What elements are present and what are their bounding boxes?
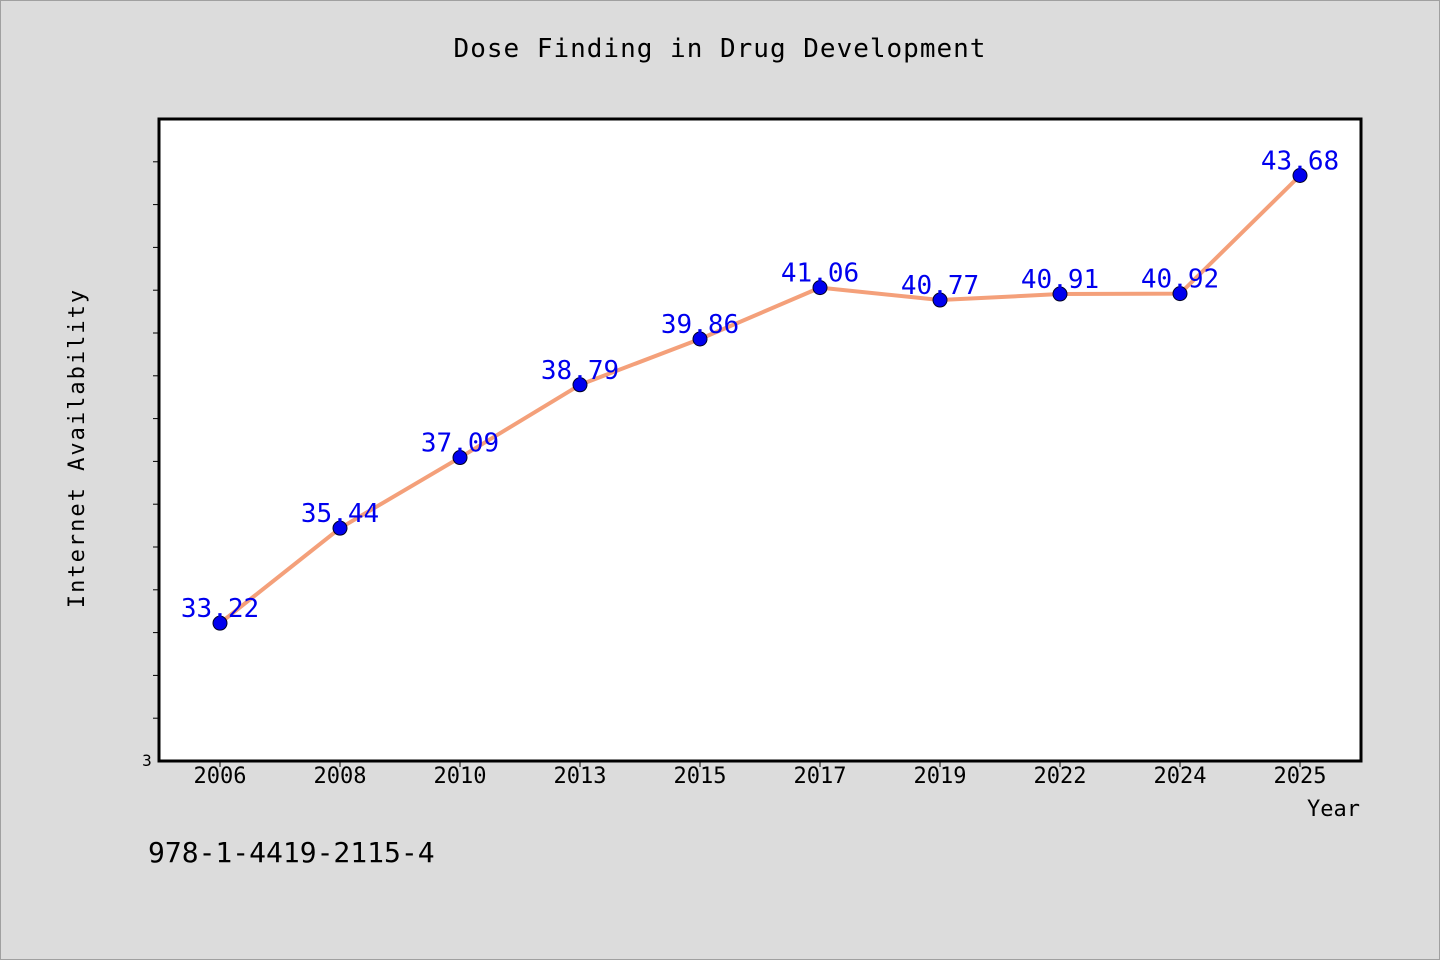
data-label: 43.68 — [1261, 146, 1339, 176]
x-tick-label: 2006 — [194, 764, 247, 789]
y-axis-ticks — [153, 161, 159, 719]
x-tick-label: 2010 — [434, 764, 487, 789]
data-point — [452, 450, 468, 466]
x-tick-label: 2015 — [674, 764, 727, 789]
plot-area — [157, 117, 1363, 763]
data-point — [1292, 167, 1308, 183]
data-label: 40.77 — [901, 271, 979, 301]
x-tick-label: 2022 — [1034, 764, 1087, 789]
x-axis-ticks: 2006 2008 2010 2013 2015 2017 2019 2022 2024 2025 — [194, 761, 1327, 789]
data-label: 37.09 — [421, 429, 499, 459]
x-tick-label: 2024 — [1154, 764, 1207, 789]
data-label: 40.91 — [1021, 265, 1099, 295]
data-label: 41.06 — [781, 259, 859, 289]
x-tick-label: 2019 — [914, 764, 967, 789]
data-point — [572, 377, 588, 393]
data-point — [812, 280, 828, 296]
chart-title: Dose Finding in Drug Development — [453, 34, 987, 64]
x-tick-label: 2008 — [314, 764, 367, 789]
y-tick-label: 3 — [142, 751, 152, 770]
data-point — [1172, 286, 1188, 302]
data-point — [932, 292, 948, 308]
x-axis-label: Year — [1307, 797, 1360, 822]
data-point — [332, 520, 348, 536]
data-point — [212, 615, 228, 631]
data-label: 33.22 — [181, 594, 259, 624]
data-label: 39.86 — [661, 310, 739, 340]
data-label: 38.79 — [541, 356, 619, 386]
data-point — [1052, 286, 1068, 302]
series-group: 33.22 35.44 37.09 38.79 39.86 41.06 40.77 40.91… — [181, 146, 1339, 631]
x-tick-label: 2017 — [794, 764, 847, 789]
x-tick-label: 2013 — [554, 764, 607, 789]
data-label: 40.92 — [1141, 265, 1219, 295]
isbn-label: 978-1-4419-2115-4 — [148, 836, 435, 869]
y-axis-label: Internet Availability — [65, 288, 90, 608]
data-label: 35.44 — [301, 499, 379, 529]
series-line — [218, 174, 1302, 625]
x-tick-label: 2025 — [1274, 764, 1327, 789]
data-point — [692, 331, 708, 347]
